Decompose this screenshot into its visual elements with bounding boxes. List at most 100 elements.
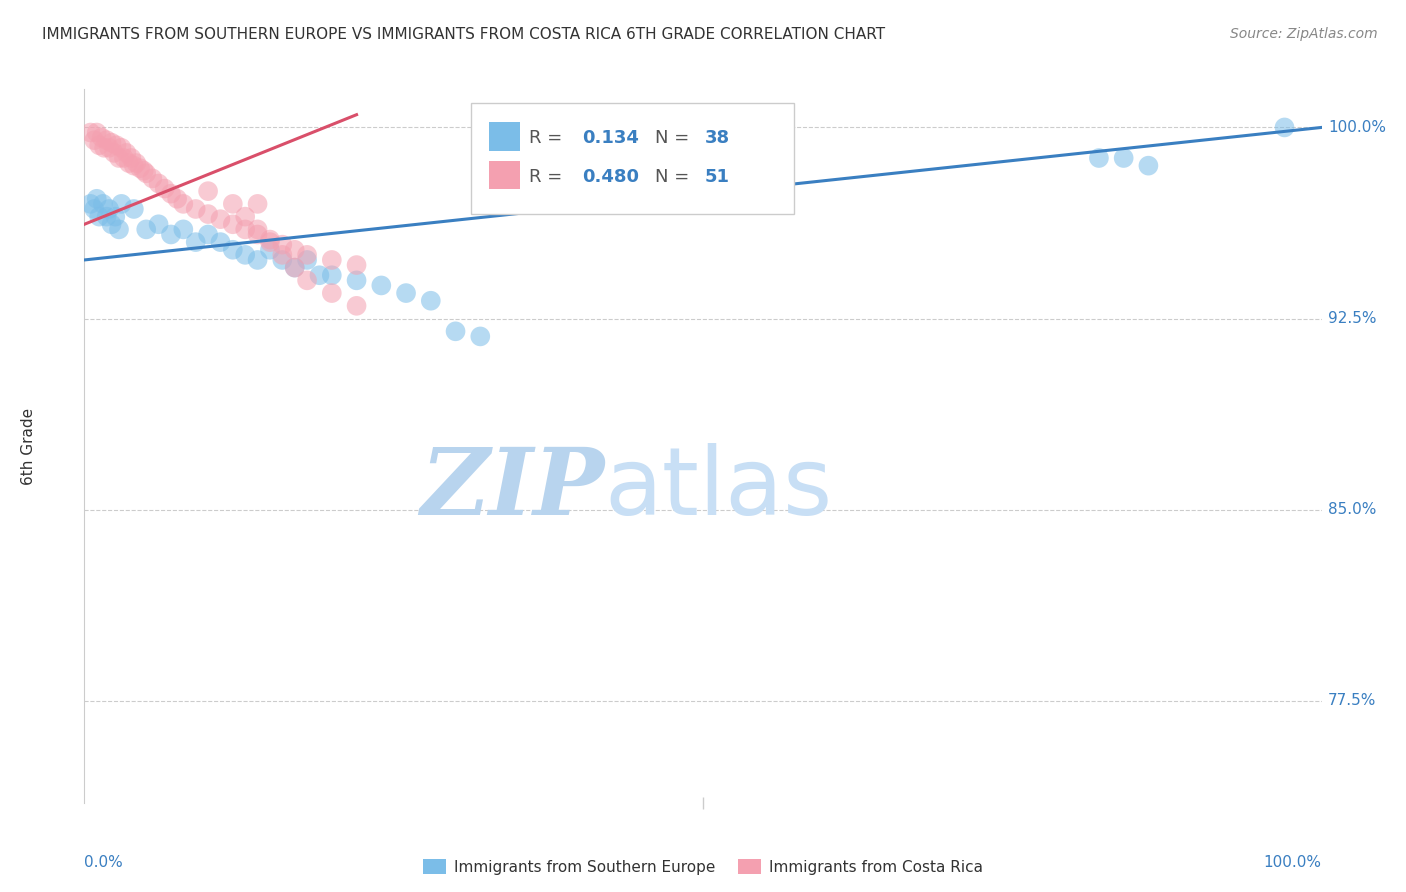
Text: 0.0%: 0.0%: [84, 855, 124, 870]
Text: ZIP: ZIP: [420, 444, 605, 533]
Point: [89, 138, 111, 153]
Point: [271, 237, 294, 252]
Point: [346, 299, 368, 313]
Point: [135, 166, 157, 180]
Point: [246, 252, 269, 267]
Point: [132, 163, 155, 178]
Point: [222, 217, 245, 231]
Point: [135, 222, 157, 236]
Point: [86, 192, 108, 206]
Point: [233, 210, 256, 224]
Text: R =: R =: [529, 168, 568, 186]
Point: [110, 197, 132, 211]
Point: [83, 133, 105, 147]
Point: [284, 260, 307, 275]
Point: [222, 243, 245, 257]
Point: [197, 227, 219, 242]
Point: [184, 202, 207, 216]
Point: [91, 197, 114, 211]
Text: N =: N =: [655, 129, 695, 147]
Point: [93, 141, 115, 155]
Point: [83, 202, 105, 216]
Point: [246, 197, 269, 211]
Text: N =: N =: [655, 168, 695, 186]
Point: [470, 329, 492, 343]
Point: [98, 141, 121, 155]
Point: [104, 210, 127, 224]
Point: [148, 177, 170, 191]
Point: [1088, 151, 1111, 165]
Text: 0.480: 0.480: [582, 168, 640, 186]
Point: [1137, 159, 1160, 173]
Text: IMMIGRANTS FROM SOUTHERN EUROPE VS IMMIGRANTS FROM COSTA RICA 6TH GRADE CORRELAT: IMMIGRANTS FROM SOUTHERN EUROPE VS IMMIG…: [42, 27, 886, 42]
Point: [120, 151, 142, 165]
Point: [89, 210, 111, 224]
Point: [1274, 120, 1296, 135]
Point: [141, 171, 163, 186]
Point: [98, 202, 121, 216]
Point: [321, 286, 343, 301]
Point: [129, 161, 152, 176]
Legend: Immigrants from Southern Europe, Immigrants from Costa Rica: Immigrants from Southern Europe, Immigra…: [418, 853, 988, 880]
Point: [172, 197, 194, 211]
Point: [233, 222, 256, 236]
Point: [284, 243, 307, 257]
Point: [160, 227, 183, 242]
Text: atlas: atlas: [605, 442, 832, 535]
Point: [112, 151, 135, 165]
Point: [259, 233, 281, 247]
Text: 100.0%: 100.0%: [1327, 120, 1386, 135]
Point: [1112, 151, 1135, 165]
Point: [346, 258, 368, 272]
Point: [100, 217, 122, 231]
Point: [444, 324, 467, 338]
Point: [108, 151, 131, 165]
Text: 100.0%: 100.0%: [1264, 855, 1322, 870]
Point: [259, 235, 281, 249]
Point: [246, 227, 269, 242]
Point: [233, 248, 256, 262]
Point: [166, 192, 188, 206]
Point: [96, 210, 118, 224]
Text: 0.134: 0.134: [582, 129, 638, 147]
Text: Source: ZipAtlas.com: Source: ZipAtlas.com: [1230, 27, 1378, 41]
Point: [108, 222, 131, 236]
Point: [271, 248, 294, 262]
Text: 6th Grade: 6th Grade: [21, 408, 37, 484]
Point: [308, 268, 330, 283]
Text: 92.5%: 92.5%: [1327, 311, 1376, 326]
Point: [209, 235, 232, 249]
Point: [284, 260, 307, 275]
Point: [346, 273, 368, 287]
Point: [321, 252, 343, 267]
Point: [105, 138, 128, 153]
Text: 38: 38: [704, 129, 730, 147]
Point: [259, 243, 281, 257]
Point: [110, 141, 132, 155]
Point: [209, 212, 232, 227]
Point: [90, 130, 112, 145]
Point: [153, 181, 176, 195]
Point: [122, 159, 145, 173]
Point: [197, 184, 219, 198]
Point: [321, 268, 343, 283]
Point: [96, 133, 118, 147]
Point: [79, 197, 101, 211]
Point: [103, 145, 125, 160]
Point: [295, 248, 318, 262]
Point: [395, 286, 418, 301]
Point: [86, 126, 108, 140]
Point: [184, 235, 207, 249]
Point: [419, 293, 441, 308]
Text: 51: 51: [704, 168, 730, 186]
Point: [160, 186, 183, 201]
Point: [222, 197, 245, 211]
Point: [125, 156, 148, 170]
Point: [370, 278, 392, 293]
Text: R =: R =: [529, 129, 568, 147]
Point: [79, 126, 101, 140]
Point: [122, 202, 145, 216]
Point: [295, 252, 318, 267]
Point: [118, 156, 141, 170]
Point: [100, 136, 122, 150]
